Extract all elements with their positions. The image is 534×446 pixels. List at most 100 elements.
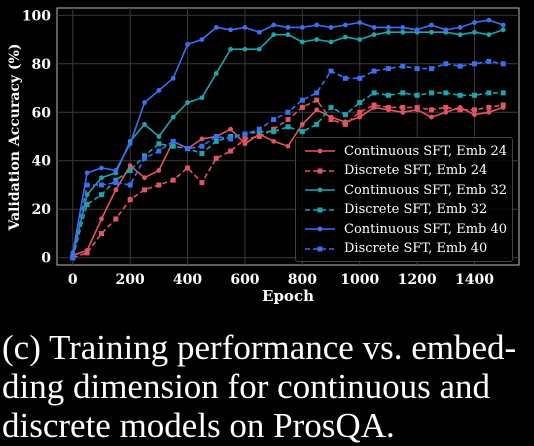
data-point: [443, 90, 449, 96]
data-point: [228, 136, 234, 142]
data-point: [400, 90, 406, 96]
legend-label: Discrete SFT, Emb 24: [344, 163, 488, 178]
data-point: [443, 104, 449, 110]
data-point: [342, 121, 348, 127]
data-point: [242, 24, 248, 30]
legend-item: Discrete SFT, Emb 40: [304, 240, 487, 258]
data-point: [342, 22, 348, 28]
data-point: [299, 104, 305, 110]
data-point: [486, 109, 492, 115]
data-point: [285, 143, 291, 149]
data-point: [429, 22, 434, 28]
data-point: [314, 22, 320, 28]
data-point: [299, 24, 305, 30]
data-point: [199, 37, 205, 42]
data-point: [156, 88, 162, 93]
data-point: [486, 17, 492, 23]
legend-swatch: [305, 226, 335, 232]
data-point: [84, 250, 90, 256]
data-point: [342, 34, 348, 40]
series-layer: [70, 17, 506, 261]
data-point: [457, 63, 463, 69]
legend-swatch: [305, 148, 335, 154]
data-point: [285, 124, 291, 130]
y-tick-label: 0: [41, 251, 51, 267]
data-point: [70, 255, 76, 261]
data-point: [285, 32, 291, 38]
data-point: [271, 32, 277, 38]
caption-line-3: discrete models on ProsQA.: [2, 406, 395, 445]
data-point: [486, 104, 492, 110]
data-point: [429, 114, 434, 120]
legend-label: Discrete SFT, Emb 40: [344, 241, 488, 256]
data-point: [98, 230, 104, 236]
line-chart: 0 200 400 600 800 1000 1200 1400 0 20 40 60 80 100 E…: [7, 7, 520, 305]
data-point: [113, 187, 119, 193]
data-point: [428, 66, 434, 72]
data-point: [256, 126, 262, 132]
data-point: [170, 138, 176, 144]
data-point: [84, 182, 90, 188]
data-point: [472, 61, 478, 67]
data-point: [472, 112, 477, 118]
data-point: [213, 138, 219, 144]
data-point: [472, 107, 478, 113]
data-point: [170, 143, 176, 149]
data-point: [84, 201, 90, 207]
data-point: [156, 148, 162, 154]
data-point: [142, 121, 147, 127]
series-6: [70, 58, 506, 261]
data-point: [271, 22, 277, 28]
legend-swatch: [305, 168, 335, 173]
y-tick-label: 60: [32, 105, 52, 121]
data-point: [242, 141, 248, 147]
y-tick-label: 100: [22, 8, 51, 24]
data-point: [443, 27, 449, 33]
y-tick-label: 20: [32, 202, 52, 218]
data-point: [342, 112, 348, 118]
data-point: [213, 71, 219, 76]
legend-swatch: [305, 246, 335, 251]
data-point: [328, 24, 334, 30]
data-point: [414, 66, 420, 72]
data-point: [328, 117, 334, 123]
legend-label: Discrete SFT, Emb 32: [344, 202, 488, 217]
data-point: [113, 168, 119, 173]
data-point: [414, 104, 420, 110]
data-point: [170, 114, 176, 120]
x-tick-labels: 0 200 400 600 800 1000 1200 1400: [68, 272, 494, 288]
data-point: [113, 216, 119, 222]
data-point: [457, 32, 463, 38]
data-point: [371, 24, 377, 30]
data-point: [371, 102, 377, 108]
data-point: [256, 29, 262, 35]
data-point: [127, 141, 133, 147]
data-point: [213, 155, 219, 161]
data-point: [386, 24, 391, 30]
data-point: [156, 168, 162, 173]
data-point: [400, 24, 406, 30]
data-point: [142, 175, 147, 181]
data-point: [428, 90, 434, 96]
y-tick-label: 40: [32, 154, 52, 170]
data-point: [142, 155, 148, 161]
data-point: [242, 136, 248, 142]
data-point: [199, 136, 205, 142]
data-point: [99, 175, 104, 181]
data-point: [142, 187, 148, 193]
data-point: [99, 165, 104, 171]
data-point: [199, 95, 205, 101]
data-point: [328, 104, 334, 110]
data-point: [314, 121, 320, 127]
legend-label: Continuous SFT, Emb 40: [344, 221, 508, 237]
data-point: [472, 29, 477, 35]
data-point: [127, 182, 133, 188]
data-point: [299, 121, 305, 127]
data-point: [127, 197, 133, 203]
data-point: [357, 75, 363, 81]
data-point: [98, 182, 104, 188]
chart-legend: Continuous SFT, Emb 24 Discrete SFT, Emb …: [295, 137, 513, 262]
data-point: [486, 90, 492, 96]
data-point: [357, 100, 363, 106]
data-point: [127, 163, 133, 168]
